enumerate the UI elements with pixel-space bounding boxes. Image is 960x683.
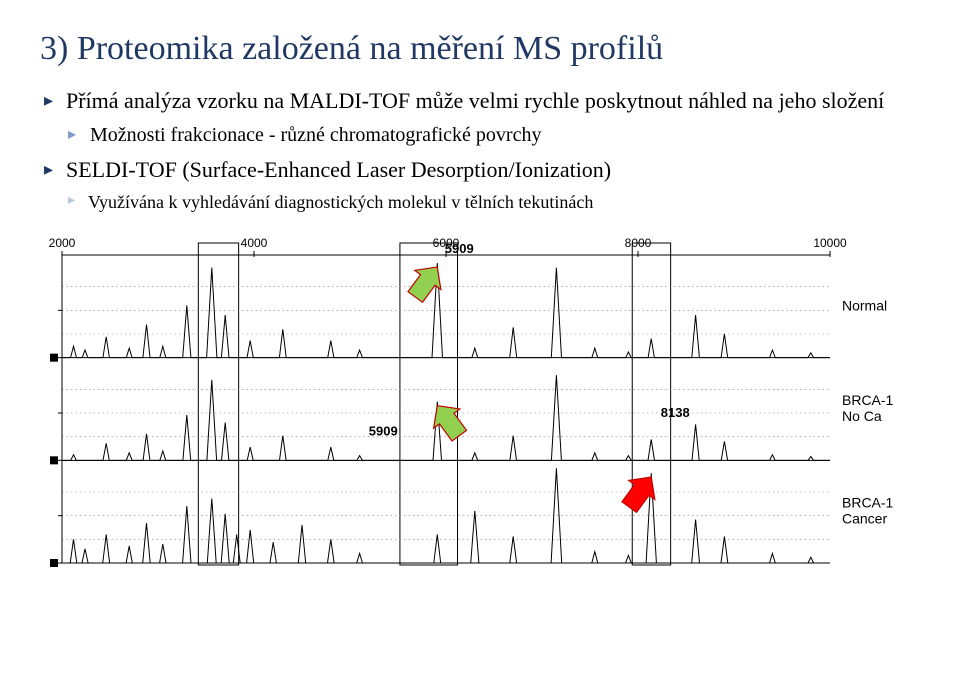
bullet-1-sub-1: Možnosti frakcionace - různé chromatogra…	[66, 122, 920, 149]
svg-text:Normal: Normal	[842, 297, 887, 313]
page-title: 3) Proteomika založená na měření MS prof…	[40, 30, 920, 68]
bullet-2-sub-1: Využívána k vyhledávání diagnostických m…	[66, 190, 920, 214]
svg-text:5909: 5909	[445, 241, 474, 256]
svg-text:BRCA-1: BRCA-1	[842, 392, 894, 408]
svg-text:10000: 10000	[813, 236, 847, 250]
bullet-1-text: Přímá analýza vzorku na MALDI-TOF může v…	[66, 88, 884, 113]
bullet-2-text: SELDI-TOF (Surface-Enhanced Laser Desorp…	[66, 157, 611, 182]
svg-text:2000: 2000	[49, 236, 76, 250]
svg-text:Cancer: Cancer	[842, 510, 887, 526]
svg-text:BRCA-1: BRCA-1	[842, 494, 894, 510]
svg-text:No Ca: No Ca	[842, 408, 882, 424]
svg-text:5909: 5909	[369, 423, 398, 438]
bullet-2: SELDI-TOF (Surface-Enhanced Laser Desorp…	[40, 155, 920, 215]
ms-spectra-chart: 200040006000800010000NormalBRCA-1No CaBR…	[40, 229, 920, 569]
svg-text:4000: 4000	[241, 236, 268, 250]
bullet-list: Přímá analýza vzorku na MALDI-TOF může v…	[40, 86, 920, 215]
svg-text:8138: 8138	[661, 405, 690, 420]
bullet-1: Přímá analýza vzorku na MALDI-TOF může v…	[40, 86, 920, 149]
ms-spectra-svg: 200040006000800010000NormalBRCA-1No CaBR…	[40, 229, 920, 569]
